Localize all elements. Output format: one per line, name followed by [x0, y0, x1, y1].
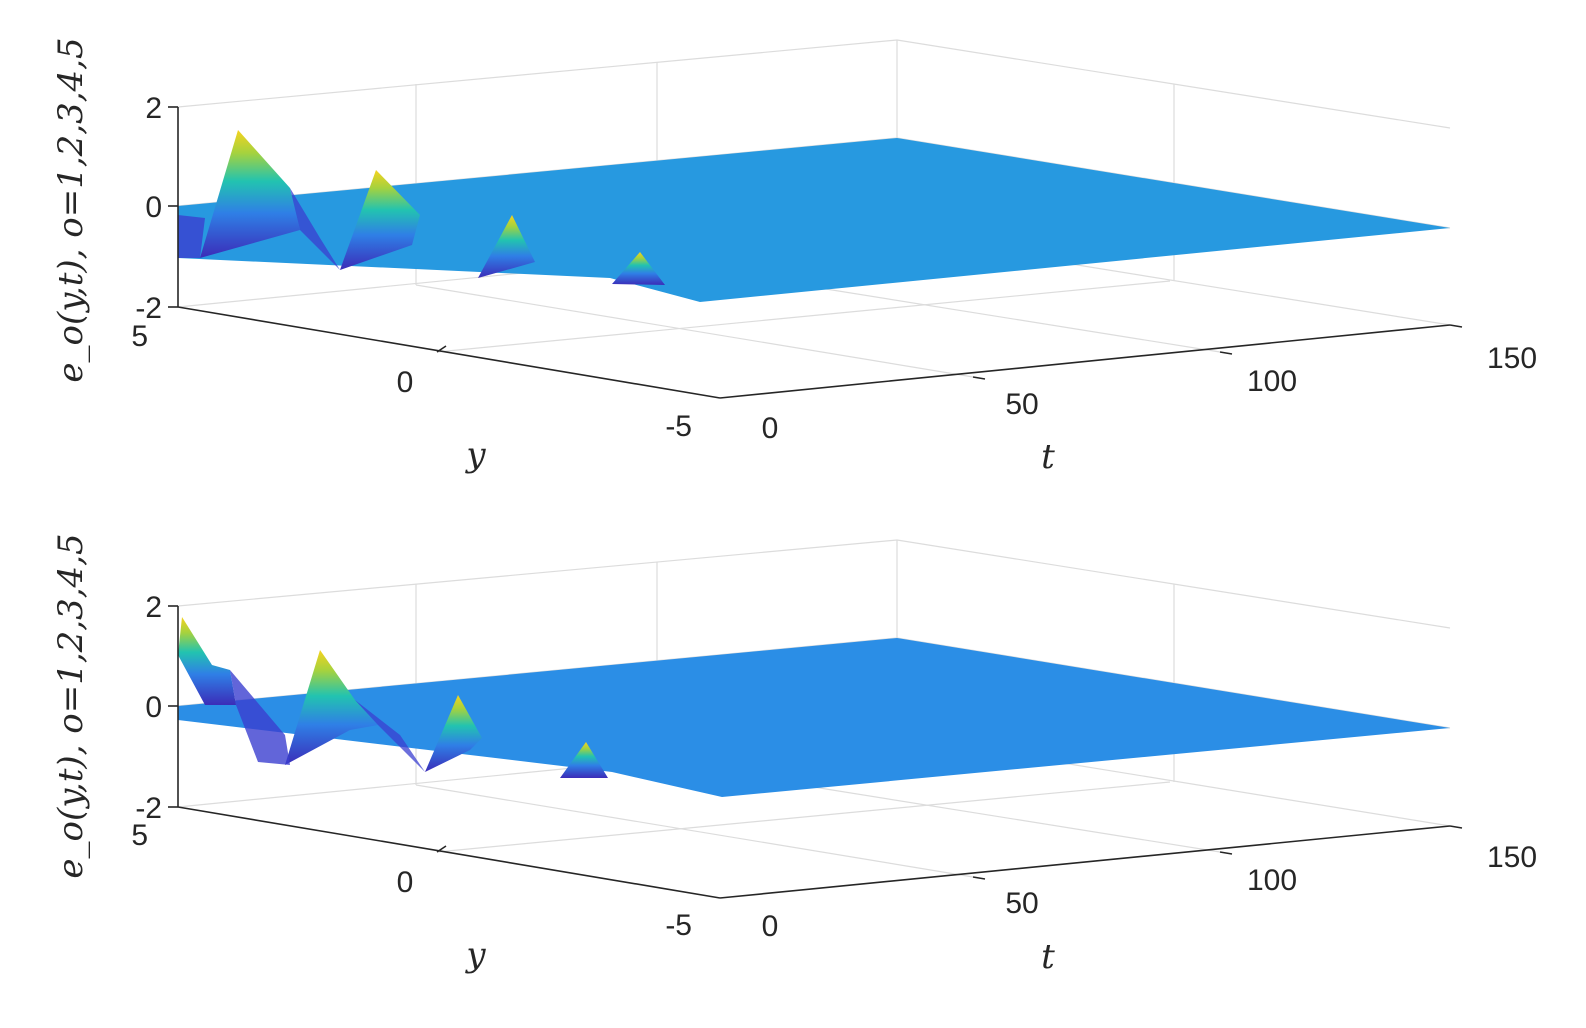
- ttick-150-top: [1449, 324, 1463, 328]
- ttick-label-150-top: 150: [1487, 342, 1537, 375]
- ttick-100-bottom: [1219, 851, 1233, 855]
- y-axis-label-top: y: [464, 435, 486, 475]
- ttick-label-0-top: 0: [762, 412, 779, 445]
- ztick-label-m2-top: -2: [135, 292, 162, 325]
- ttick-label-100-top: 100: [1247, 365, 1297, 398]
- trough-2-bottom: [355, 700, 425, 772]
- ttick-100-top: [1219, 351, 1233, 355]
- ttick-label-0-bottom: 0: [762, 910, 779, 943]
- ttick-50-bottom: [972, 876, 986, 880]
- ztick-label-0-bottom: 0: [145, 691, 162, 724]
- ttick-label-100-bottom: 100: [1247, 864, 1297, 897]
- grid-floor-t50-top: [415, 284, 974, 378]
- trough-top: [178, 215, 205, 258]
- ytick-0-bottom: [436, 845, 447, 853]
- grid-floor-t50-bottom: [415, 784, 974, 878]
- trough-bottom: [230, 670, 290, 765]
- z-axis-label-bottom: e_o(y,t), o=1,2,3,4,5: [51, 533, 91, 878]
- ridge-2-bottom: [285, 650, 378, 765]
- ytick-label-m5-top: -5: [665, 410, 692, 443]
- ttick-150-bottom: [1449, 825, 1463, 829]
- t-axis-top: [719, 324, 1451, 399]
- ttick-label-150-bottom: 150: [1487, 841, 1537, 874]
- ridge-4-bottom: [560, 742, 608, 778]
- y-axis-top: [177, 306, 721, 399]
- back-wall-bottom: [177, 539, 1451, 629]
- axes-top: [168, 106, 1463, 399]
- trough-2-top: [290, 188, 340, 270]
- ridge-3-top: [478, 215, 535, 278]
- ztick-label-2-top: 2: [145, 92, 162, 125]
- t-axis-label-bottom: t: [1041, 937, 1055, 977]
- axes-bottom: [168, 605, 1463, 899]
- z-axis-label-top: e_o(y,t), o=1,2,3,4,5: [51, 37, 91, 382]
- ztick-label-2-bottom: 2: [145, 591, 162, 624]
- surface-bottom: [178, 617, 1450, 797]
- ytick-label-m5-bottom: -5: [665, 909, 692, 942]
- y-axis-bottom: [177, 806, 721, 899]
- ytick-label-5-top: 5: [131, 320, 148, 353]
- ridge-2-top: [340, 170, 420, 270]
- ztick-label-m2-bottom: -2: [135, 792, 162, 825]
- panel-top: 2 0 -2 5 0 -5 0 50 100 150 e_o(y,t), o=1…: [51, 37, 1537, 477]
- t-axis-bottom: [719, 825, 1451, 899]
- grid-floor-y0-bottom: [436, 781, 1171, 853]
- panel-bottom: 2 0 -2 5 0 -5 0 50 100 150 e_o(y,t), o=1…: [51, 533, 1537, 977]
- ticks-top: 2 0 -2 5 0 -5 0 50 100 150: [131, 92, 1537, 445]
- ridge-4-top: [612, 252, 665, 285]
- ytick-label-5-bottom: 5: [131, 819, 148, 852]
- t-axis-label-top: t: [1041, 437, 1055, 477]
- ytick-label-0-bottom: 0: [397, 866, 414, 899]
- ytick-0-top: [436, 345, 447, 353]
- grid-floor-y0-top: [436, 280, 1171, 353]
- ytick-label-0-top: 0: [397, 366, 414, 399]
- surface-flat-bottom: [178, 638, 1450, 797]
- y-axis-label-bottom: y: [464, 935, 486, 975]
- ttick-label-50-bottom: 50: [1005, 887, 1038, 920]
- surface-top: [178, 130, 1450, 302]
- ttick-label-50-top: 50: [1005, 388, 1038, 421]
- ticks-bottom: 2 0 -2 5 0 -5 0 50 100 150: [131, 591, 1537, 943]
- back-wall-top: [177, 39, 1451, 129]
- ridge-1-top: [200, 130, 300, 258]
- ridge-1-bottom: [178, 617, 236, 705]
- ztick-label-0-top: 0: [145, 191, 162, 224]
- ttick-50-top: [972, 376, 986, 380]
- ridge-3-bottom: [425, 695, 482, 772]
